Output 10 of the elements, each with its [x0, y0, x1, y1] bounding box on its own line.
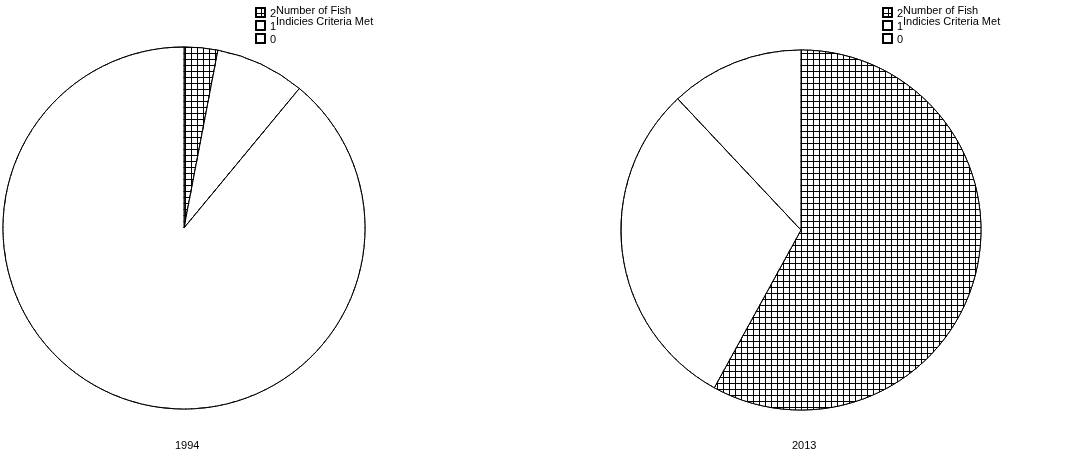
text: 1994 — [175, 438, 200, 451]
legend-label: 1 — [897, 19, 904, 32]
text: 2013 — [792, 438, 817, 451]
legend-label: 1 — [270, 19, 277, 32]
legend-title: Number of Fish Indicies Criteria Met — [903, 3, 1001, 27]
legend-label: 2 — [897, 6, 904, 19]
legend-title: Number of Fish Indicies Criteria Met — [276, 3, 374, 27]
legend-label: 2 — [270, 6, 277, 19]
legend-label: 0 — [897, 32, 904, 45]
legend-label: 0 — [270, 32, 277, 45]
